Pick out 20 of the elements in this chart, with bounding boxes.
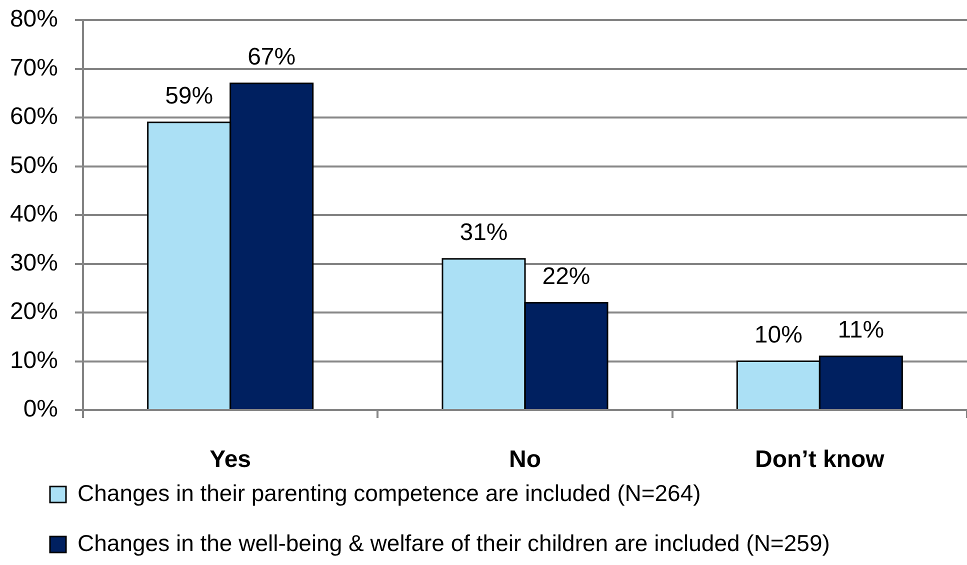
data-label: 59% [165,82,214,110]
data-label: 22% [542,262,590,290]
y-tick-label: 30% [10,249,58,276]
data-label: 67% [248,43,296,70]
y-tick-label: 60% [10,103,58,130]
y-tick-label: 20% [10,298,58,326]
y-tick-label: 50% [10,152,58,179]
x-tick-label: Yes [210,446,252,474]
y-tick-label: 70% [10,54,58,82]
data-label: 10% [754,321,802,348]
y-tick-label: 40% [10,200,58,228]
x-tick-label: No [509,446,541,474]
y-tick-label: 80% [10,6,58,33]
data-label: 11% [838,316,884,344]
x-tick-label: Don’t know [755,446,885,474]
y-tick-label: 10% [10,346,58,374]
legend-label: Changes in their parenting competence are included (N=264) [78,480,701,506]
y-tick-label: 0% [23,396,58,423]
legend-label: Changes in the well-being & welfare of their children are included (N=259) [78,530,830,556]
data-label: 31% [460,218,508,246]
